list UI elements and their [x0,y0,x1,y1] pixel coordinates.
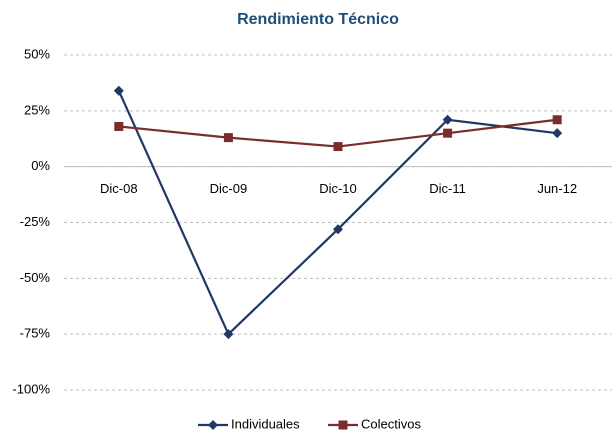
marker [552,128,563,139]
x-tick-label: Dic-09 [210,181,248,196]
marker [223,329,234,340]
marker [443,128,453,138]
legend-label: Colectivos [361,416,421,431]
y-tick-label: -100% [12,381,50,396]
marker [208,420,218,430]
x-tick-label: Jun-12 [537,181,577,196]
legend-label: Individuales [231,416,300,431]
chart-title: Rendimiento Técnico [237,11,399,28]
marker [114,121,124,131]
marker [113,85,124,96]
y-tick-label: 50% [24,46,50,61]
marker [552,115,562,125]
marker [333,224,343,235]
x-tick-label: Dic-11 [429,181,466,196]
y-tick-label: -50% [20,270,51,285]
y-tick-label: 0% [31,158,50,173]
marker [442,114,453,125]
y-tick-label: 25% [24,102,50,117]
x-tick-label: Dic-10 [319,181,357,196]
marker [333,142,343,152]
y-tick-label: -75% [20,326,51,341]
x-tick-label: Dic-08 [100,181,138,196]
marker [338,420,348,430]
y-tick-label: -25% [20,214,51,229]
marker [223,133,233,143]
